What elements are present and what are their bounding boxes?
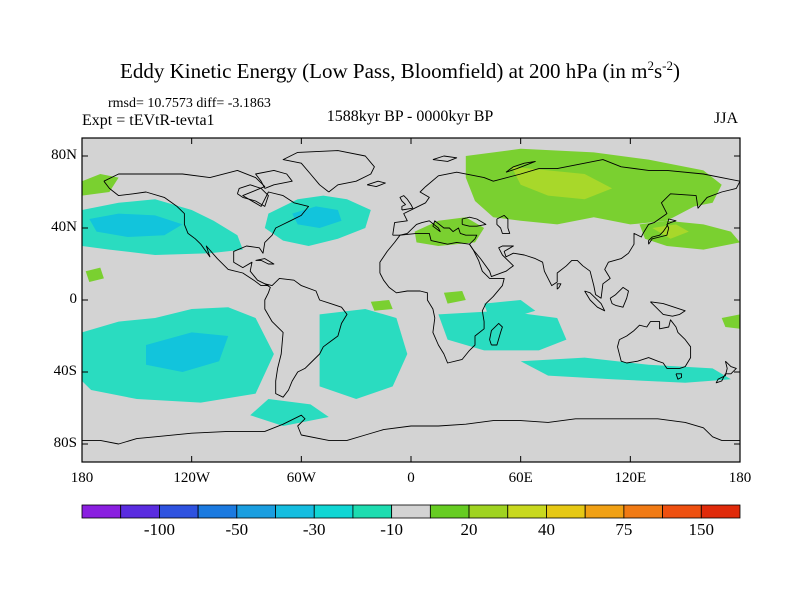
coastline-africa <box>379 232 505 364</box>
x-tick-label: 0 <box>407 470 415 486</box>
contour-layer <box>82 148 740 426</box>
coastline-iceland <box>366 180 386 188</box>
period-label: 1588kyr BP - 0000kyr BP <box>326 108 494 125</box>
colorbar-label: 75 <box>615 520 633 539</box>
coastline-baffin-island <box>255 169 293 189</box>
colorbar-box <box>584 504 625 519</box>
title-sup-1: 2 <box>647 58 654 73</box>
y-tick-label: 80N <box>51 147 77 163</box>
colorbar-box <box>429 504 470 519</box>
x-tick-label: 60W <box>286 470 316 486</box>
region-east-africa-positive <box>443 291 466 304</box>
title-main: Eddy Kinetic Energy (Low Pass, Bloomfiel… <box>120 59 648 83</box>
colorbar-box <box>275 504 315 519</box>
region-west-indian-negative <box>484 300 536 318</box>
coastline-british-isles <box>399 195 414 211</box>
title-close: ) <box>672 59 680 83</box>
title-mid: s <box>653 59 663 83</box>
x-tick-label: 120E <box>614 470 647 486</box>
colorbar-box <box>546 504 586 519</box>
experiment-label: Expt = tEVtR-tevta1 <box>82 112 215 129</box>
x-tick-label: 180 <box>728 470 752 486</box>
coastline-sumatra <box>584 290 606 312</box>
coastline-new-zealand <box>715 360 737 384</box>
coastline-novaya-zemlya <box>505 160 536 173</box>
colorbar-label: 150 <box>688 520 715 539</box>
region-south-atlantic-negative <box>319 309 408 399</box>
region-south-pacific-core <box>146 332 229 372</box>
region-southern-indian-negative <box>438 310 567 351</box>
coastline-borneo <box>609 286 629 308</box>
colorbar-box <box>313 504 354 519</box>
colorbar-box <box>159 504 199 519</box>
coastline-black-sea <box>461 216 487 227</box>
colorbar-label: -100 <box>143 520 175 539</box>
y-tick-label: 40S <box>53 363 77 379</box>
region-west-africa-positive <box>370 300 393 311</box>
coastline-tasmania <box>675 373 682 380</box>
y-tick-label: 0 <box>69 291 78 307</box>
colorbar-box <box>197 504 238 519</box>
colorbar-label: -30 <box>302 520 326 539</box>
region-siberia-core <box>511 166 613 200</box>
colorbar <box>81 504 741 519</box>
region-mediterranean-positive <box>414 217 485 246</box>
coastline-japan <box>648 218 677 245</box>
coastline-sri-lanka <box>556 283 562 290</box>
coastline-australia <box>617 319 692 369</box>
coastline-eurasia <box>392 159 740 299</box>
region-pacific-patch-positive <box>85 267 104 282</box>
colorbar-box <box>507 504 547 519</box>
region-east-asia-core <box>652 224 689 239</box>
stats-text: rmsd= 10.7573 diff= -3.1863 <box>108 96 271 111</box>
coastline-south-america <box>264 277 348 398</box>
colorbar-label: 40 <box>537 520 555 539</box>
coastline-madagascar <box>489 322 503 346</box>
title-sup-2: -2 <box>662 58 673 73</box>
colorbar-box <box>81 504 122 519</box>
coastline-new-guinea <box>650 301 686 317</box>
coastline-hudson-bay <box>236 184 269 207</box>
colorbar-box <box>120 504 160 519</box>
coastline-svalbard <box>432 155 458 162</box>
chart-title: Eddy Kinetic Energy (Low Pass, Bloomfiel… <box>0 58 800 84</box>
region-aleutian-positive <box>82 174 119 196</box>
coastline-cuba <box>255 258 275 265</box>
region-pacific-east-positive <box>721 314 740 329</box>
colorbar-box <box>468 504 509 519</box>
region-patagonia-negative <box>250 399 329 426</box>
colorbar-box <box>236 504 276 519</box>
coastline-greenland <box>282 150 375 193</box>
colorbar-label: -10 <box>380 520 403 539</box>
colorbar-box <box>352 504 393 519</box>
colorbar-box <box>623 504 663 519</box>
colorbar-box <box>700 504 741 519</box>
colorbar-box <box>662 504 702 519</box>
colorbar-box <box>391 504 431 519</box>
x-tick-label: 180 <box>70 470 94 486</box>
region-southern-australia-negative <box>520 357 731 383</box>
colorbar-label: 20 <box>460 520 478 539</box>
x-tick-label: 60E <box>508 470 533 486</box>
coastline-layer <box>82 150 740 445</box>
coastline-antarctica <box>82 414 740 445</box>
coastline-caspian-sea <box>496 214 511 234</box>
region-north-pacific-core <box>89 213 183 237</box>
season-label: JJA <box>714 110 739 127</box>
coastline-north-america <box>103 169 310 287</box>
y-tick-label: 40N <box>51 219 77 235</box>
x-tick-label: 120W <box>173 470 210 486</box>
y-tick-label: 80S <box>53 435 77 451</box>
colorbar-label: -50 <box>225 520 249 539</box>
